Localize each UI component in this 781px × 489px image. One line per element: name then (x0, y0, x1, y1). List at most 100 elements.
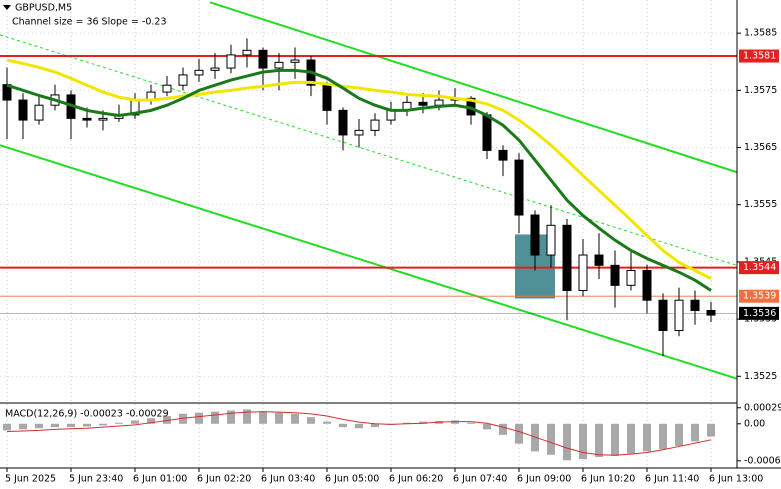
x-tick-label: 6 Jun 09:00 (517, 474, 571, 485)
macd-bar (307, 417, 315, 424)
plot-layer (0, 0, 737, 468)
macd-bar (291, 413, 299, 424)
trend-line (0, 34, 737, 266)
candle-body (482, 114, 492, 151)
candle-body (274, 61, 284, 69)
candle-body (434, 99, 444, 106)
macd-bar (643, 423, 651, 452)
level-label: 1.3539 (743, 291, 776, 302)
macd-bar (131, 420, 139, 424)
level-label-box (739, 306, 779, 320)
x-tick-label: 6 Jun 02:20 (197, 474, 251, 485)
x-tick-label: 5 Jun 2025 (5, 474, 56, 485)
candle-body (674, 299, 684, 332)
level-label-box (739, 261, 779, 275)
candle-body (162, 84, 172, 93)
macd-bar (3, 423, 11, 431)
candle-body (498, 149, 508, 161)
candle-body (178, 74, 188, 86)
macd-bar (19, 423, 27, 430)
x-tick-label: 6 Jun 11:40 (645, 474, 699, 485)
candle-body (34, 104, 44, 121)
y-tick-label: 1.3525 (744, 371, 777, 382)
candle-body (642, 269, 652, 301)
macd-bar (627, 423, 635, 454)
candle-body (98, 117, 108, 121)
macd-bar (275, 412, 283, 424)
candle-body (514, 159, 524, 216)
candle-body (658, 299, 668, 332)
macd-bar (675, 423, 683, 446)
macd-bar (531, 423, 539, 452)
candle-body (626, 269, 636, 286)
macd-bar (259, 411, 267, 424)
macd-bar (179, 413, 187, 424)
candle-body (18, 99, 28, 121)
chart-subtitle: Channel size = 36 Slope = -0.23 (12, 17, 167, 28)
macd-bar (115, 422, 123, 424)
macd-bar (579, 423, 587, 460)
y-tick-label: 0.00 (744, 418, 765, 429)
x-tick-label: 6 Jun 10:20 (581, 474, 635, 485)
macd-bar (419, 421, 427, 424)
x-tick-label: 6 Jun 01:00 (133, 474, 187, 485)
macd-bar (323, 421, 331, 424)
x-tick-label: 5 Jun 23:40 (69, 474, 123, 485)
candle-body (706, 310, 716, 316)
symbol-icon (3, 5, 11, 10)
candle-body (370, 119, 380, 131)
x-tick-label: 6 Jun 13:00 (709, 474, 763, 485)
macd-bar (35, 423, 43, 429)
macd-bar (67, 423, 75, 428)
macd-bar (691, 423, 699, 442)
macd-bar (147, 418, 155, 424)
candle-body (242, 49, 252, 56)
y-tick-label: 1.3575 (744, 85, 777, 96)
trend-line (209, 1, 737, 174)
candle-body (194, 69, 204, 76)
macd-bar (499, 423, 507, 435)
candle-body (418, 101, 428, 106)
candle-body (322, 84, 332, 111)
macd-bar (355, 423, 363, 429)
macd-title: MACD(12,26,9) -0.00023 -0.00029 (5, 409, 169, 420)
candle-body (210, 67, 220, 71)
candle-body (226, 54, 236, 69)
candle-body (530, 214, 540, 256)
candle-body (338, 109, 348, 136)
y-tick-label: 1.3585 (744, 28, 777, 39)
macd-bar (339, 423, 347, 428)
macd-bar (483, 423, 491, 430)
candle-body (578, 254, 588, 291)
level-label: 1.3536 (743, 308, 776, 319)
trend-line (0, 144, 737, 380)
y-tick-label: 1.3565 (744, 142, 777, 153)
candle-body (82, 117, 92, 121)
x-tick-label: 6 Jun 06:20 (389, 474, 443, 485)
level-label-box (739, 49, 779, 63)
macd-bar (659, 423, 667, 450)
macd-bar (371, 423, 379, 428)
macd-bar (243, 409, 251, 424)
macd-bar (563, 423, 571, 461)
candle-body (610, 264, 620, 286)
macd-bar (451, 420, 459, 424)
macd-bar (403, 422, 411, 424)
candle-body (258, 49, 268, 69)
x-tick-label: 6 Jun 05:00 (325, 474, 379, 485)
macd-bar (611, 423, 619, 456)
macd-bar (467, 422, 475, 424)
candle-body (562, 224, 572, 291)
candle-body (594, 254, 604, 266)
y-tick-label: 0.00029 (744, 402, 781, 413)
macd-bar (547, 423, 555, 455)
y-tick-label: 1.3555 (744, 199, 777, 210)
level-label: 1.3544 (743, 262, 776, 273)
macd-bar (195, 412, 203, 424)
macd-bar (211, 411, 219, 424)
candle-body (690, 299, 700, 312)
moving-average (6, 68, 712, 292)
level-label-box (739, 289, 779, 303)
macd-signal (6, 411, 712, 456)
